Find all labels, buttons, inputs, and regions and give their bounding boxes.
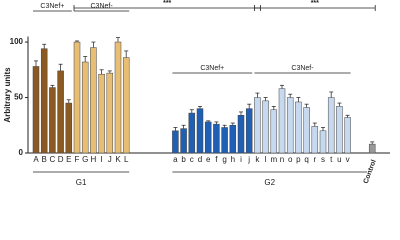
bar bbox=[172, 130, 179, 154]
x-tick-label: H bbox=[91, 155, 97, 164]
x-tick-label: u bbox=[337, 155, 341, 164]
x-tick-label: n bbox=[280, 155, 284, 164]
x-tick-label: s bbox=[321, 155, 325, 164]
y-tick-label: 0 bbox=[19, 148, 24, 157]
bar bbox=[81, 61, 89, 154]
x-tick-label: D bbox=[58, 155, 64, 164]
bar bbox=[106, 72, 114, 154]
bar bbox=[344, 117, 351, 154]
bar bbox=[303, 107, 310, 154]
x-tick-label: e bbox=[206, 155, 211, 164]
x-tick-label: r bbox=[313, 155, 316, 164]
bar bbox=[204, 121, 212, 154]
bar bbox=[57, 70, 64, 154]
bar bbox=[286, 97, 294, 154]
bar bbox=[221, 127, 228, 154]
x-tick-label: t bbox=[330, 155, 333, 164]
x-tick-label: A bbox=[33, 155, 39, 164]
bar bbox=[278, 88, 286, 154]
bar bbox=[311, 126, 319, 154]
x-tick-label: J bbox=[108, 155, 112, 164]
bar bbox=[90, 47, 97, 154]
x-tick-label: a bbox=[173, 155, 178, 164]
bar bbox=[73, 41, 81, 154]
bar bbox=[180, 128, 187, 154]
annotation: C3Nef+ bbox=[40, 3, 64, 10]
bar bbox=[327, 97, 335, 154]
x-tick-label: b bbox=[181, 155, 186, 164]
x-tick-label: f bbox=[215, 155, 218, 164]
annotation: *** bbox=[163, 0, 171, 7]
bar bbox=[229, 125, 237, 154]
x-tick-label: p bbox=[296, 155, 301, 164]
x-tick-label: o bbox=[288, 155, 293, 164]
bar bbox=[98, 73, 105, 154]
x-tick-label: F bbox=[75, 155, 80, 164]
group-label: G1 bbox=[76, 178, 87, 187]
group-label: G2 bbox=[264, 178, 275, 187]
bar bbox=[122, 57, 130, 154]
bar bbox=[32, 66, 40, 154]
bar bbox=[213, 123, 220, 154]
bar bbox=[270, 109, 278, 154]
bar bbox=[49, 87, 56, 154]
annotation: C3Nef- bbox=[291, 65, 314, 72]
bar bbox=[368, 143, 376, 154]
bar bbox=[295, 101, 302, 154]
x-tick-label: m bbox=[270, 155, 277, 164]
bar bbox=[262, 100, 269, 154]
x-tick-label: I bbox=[100, 155, 102, 164]
x-tick-label: q bbox=[304, 155, 308, 164]
bar bbox=[114, 41, 122, 154]
bar bbox=[245, 108, 253, 154]
x-tick-label: g bbox=[222, 155, 226, 164]
bar bbox=[254, 97, 261, 154]
annotation: C3Nef+ bbox=[200, 65, 224, 72]
bar bbox=[237, 115, 245, 154]
annotation: *** bbox=[311, 0, 319, 7]
bar bbox=[188, 112, 196, 154]
x-tick-label: G bbox=[82, 155, 88, 164]
bar bbox=[65, 102, 73, 154]
bar bbox=[196, 108, 204, 154]
y-tick-label: 50 bbox=[14, 93, 23, 102]
y-axis-label: Arbitrary units bbox=[3, 67, 12, 123]
bar bbox=[40, 48, 48, 154]
y-tick-label: 100 bbox=[10, 37, 24, 46]
x-tick-label: d bbox=[198, 155, 202, 164]
x-tick-label: L bbox=[124, 155, 129, 164]
x-tick-label: i bbox=[240, 155, 242, 164]
bar bbox=[336, 106, 343, 154]
bar bbox=[319, 130, 327, 154]
x-tick-label: j bbox=[247, 155, 250, 164]
x-tick-label: v bbox=[346, 155, 350, 164]
x-tick-label: l bbox=[265, 155, 267, 164]
x-tick-label: h bbox=[231, 155, 235, 164]
annotation: C3Nef- bbox=[91, 3, 114, 10]
x-tick-label: B bbox=[42, 155, 47, 164]
x-tick-label: k bbox=[255, 155, 260, 164]
x-tick-label: K bbox=[115, 155, 121, 164]
x-tick-label: E bbox=[66, 155, 71, 164]
x-tick-label: C bbox=[50, 155, 56, 164]
x-tick-label: c bbox=[190, 155, 194, 164]
